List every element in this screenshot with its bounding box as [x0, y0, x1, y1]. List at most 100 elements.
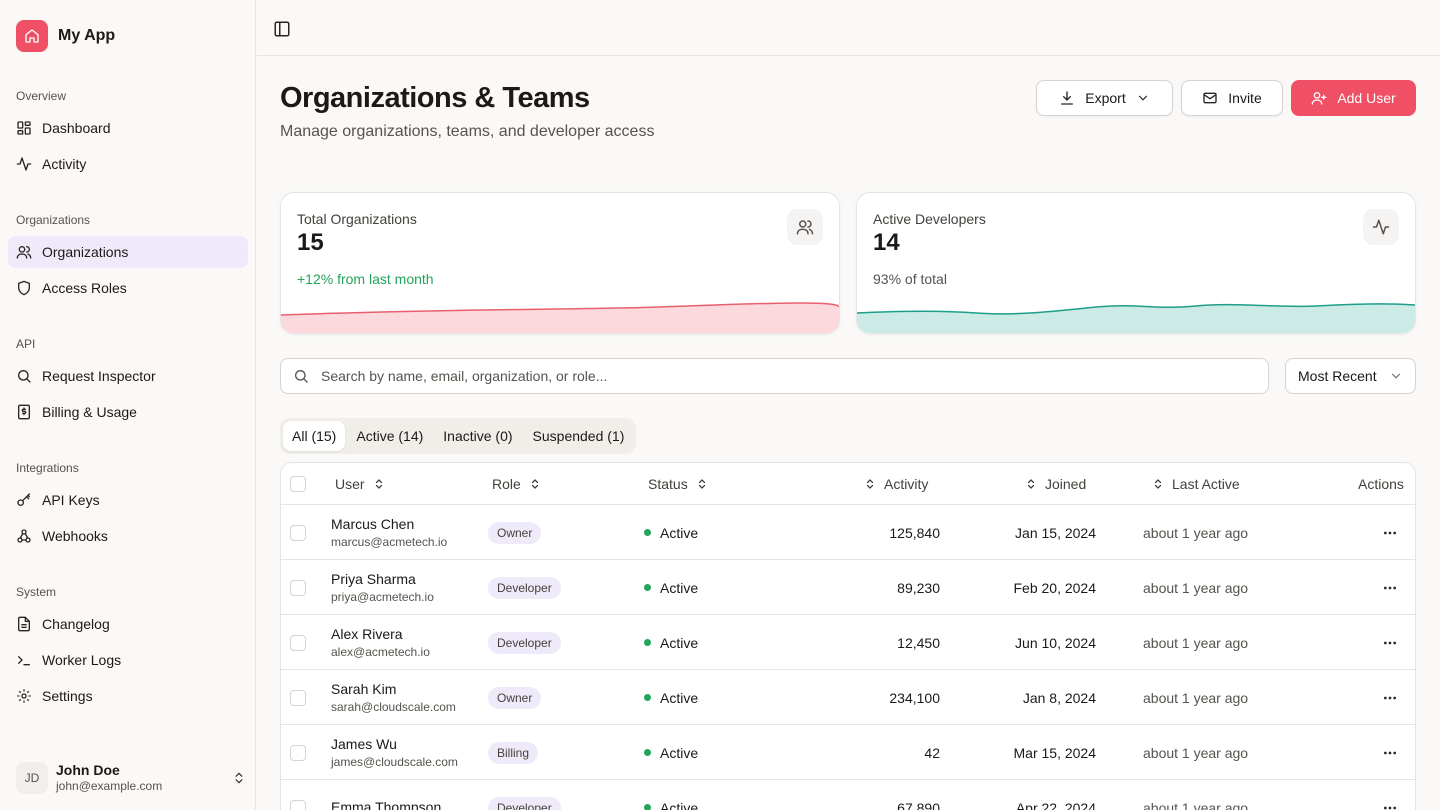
- sidebar-item-label: API Keys: [42, 492, 100, 508]
- select-all-checkbox[interactable]: [290, 476, 306, 492]
- search-icon: [293, 368, 309, 384]
- sort-icon: [529, 478, 541, 490]
- stat-label: Total Organizations: [297, 211, 417, 227]
- search-icon: [16, 368, 32, 384]
- sidebar-item-billing[interactable]: Billing & Usage: [8, 396, 248, 428]
- sidebar-item-label: Worker Logs: [42, 652, 122, 668]
- more-actions-button[interactable]: [1382, 560, 1398, 615]
- status-text: Active: [660, 689, 699, 706]
- row-checkbox[interactable]: [290, 744, 306, 761]
- sparkline-area: [281, 303, 839, 333]
- sidebar-item-label: Request Inspector: [42, 368, 156, 384]
- home-icon: [16, 20, 48, 52]
- sparkline: [857, 303, 1415, 333]
- avatar: JD: [16, 762, 48, 794]
- row-checkbox[interactable]: [290, 799, 306, 810]
- column-activity[interactable]: Activity: [864, 463, 928, 505]
- topbar: [257, 0, 1440, 56]
- users-icon: [787, 209, 823, 245]
- row-checkbox[interactable]: [290, 634, 306, 651]
- column-joined[interactable]: Joined: [1025, 463, 1086, 505]
- column-user[interactable]: User: [335, 463, 385, 505]
- sidebar-item-webhooks[interactable]: Webhooks: [8, 520, 248, 552]
- page-title: Organizations & Teams: [280, 82, 590, 114]
- joined-cell: Apr 22, 2024: [1015, 799, 1096, 810]
- more-actions-button[interactable]: [1382, 670, 1398, 725]
- role-badge: Developer: [488, 576, 561, 599]
- tab-inactive[interactable]: Inactive (0): [443, 428, 513, 444]
- role-badge: Developer: [488, 631, 561, 654]
- sort-icon: [1025, 478, 1037, 490]
- column-label: User: [335, 476, 365, 492]
- nav-section-system: System Changelog Worker Logs Settings: [8, 582, 248, 716]
- nav-heading: Organizations: [16, 213, 91, 227]
- table-row[interactable]: Alex Rivera alex@acmetech.io Developer Acti…: [281, 615, 1415, 670]
- search-input[interactable]: [321, 368, 1221, 384]
- sort-select[interactable]: Most Recent: [1285, 358, 1416, 394]
- sparkline-area: [857, 303, 1415, 333]
- invite-button[interactable]: Invite: [1181, 80, 1283, 116]
- more-actions-button[interactable]: [1382, 725, 1398, 780]
- row-checkbox[interactable]: [290, 579, 306, 596]
- nav-heading: Overview: [16, 89, 67, 103]
- sidebar-toggle-icon[interactable]: [273, 20, 291, 38]
- select-all-cell: [290, 463, 306, 505]
- add-user-label: Add User: [1337, 90, 1396, 106]
- column-last-active[interactable]: Last Active: [1152, 463, 1240, 505]
- status-dot: [644, 529, 651, 536]
- user-email: alex@acmetech.io: [331, 644, 430, 659]
- tab-active[interactable]: Active (14): [356, 428, 424, 444]
- table-row[interactable]: Emma Thompson Developer Active 67,890 Apr 22…: [281, 780, 1415, 810]
- table-row[interactable]: Marcus Chen marcus@acmetech.io Owner Active…: [281, 505, 1415, 560]
- role-cell: Developer: [488, 615, 561, 670]
- role-badge: Owner: [488, 521, 542, 544]
- status-cell: Active: [644, 615, 698, 670]
- joined-cell: Mar 15, 2024: [1013, 744, 1097, 761]
- sidebar-item-changelog[interactable]: Changelog: [8, 608, 248, 640]
- tab-all[interactable]: All (15): [283, 421, 346, 451]
- gear-icon: [16, 688, 32, 704]
- table-row[interactable]: James Wu james@cloudscale.com Billing Activ…: [281, 725, 1415, 780]
- user-name: John Doe: [56, 762, 120, 779]
- sidebar-item-access-roles[interactable]: Access Roles: [8, 272, 248, 304]
- sidebar-item-dashboard[interactable]: Dashboard: [8, 112, 248, 144]
- sidebar-item-label: Settings: [42, 688, 93, 704]
- sidebar-item-activity[interactable]: Activity: [8, 148, 248, 180]
- status-dot: [644, 804, 651, 810]
- sidebar-item-request-inspector[interactable]: Request Inspector: [8, 360, 248, 392]
- sort-icon: [864, 478, 876, 490]
- user-name: Sarah Kim: [331, 680, 397, 697]
- user-email: priya@acmetech.io: [331, 589, 434, 604]
- more-actions-button[interactable]: [1382, 615, 1398, 670]
- activity-icon: [16, 156, 32, 172]
- chevron-down-icon: [1389, 369, 1403, 383]
- tab-suspended[interactable]: Suspended (1): [532, 428, 625, 444]
- column-label: Status: [648, 476, 688, 492]
- last-active-cell: about 1 year ago: [1143, 799, 1249, 810]
- user-name: James Wu: [331, 735, 397, 752]
- column-role[interactable]: Role: [492, 463, 541, 505]
- nav-heading: API: [16, 337, 36, 351]
- column-status[interactable]: Status: [648, 463, 708, 505]
- sidebar-item-worker-logs[interactable]: Worker Logs: [8, 644, 248, 676]
- export-button[interactable]: Export: [1036, 80, 1173, 116]
- table-row[interactable]: Sarah Kim sarah@cloudscale.com Owner Active…: [281, 670, 1415, 725]
- brand[interactable]: My App: [16, 20, 115, 52]
- sidebar-item-settings[interactable]: Settings: [8, 680, 248, 712]
- row-checkbox[interactable]: [290, 524, 306, 541]
- user-email: marcus@acmetech.io: [331, 534, 448, 549]
- last-active-cell: about 1 year ago: [1143, 689, 1249, 706]
- more-horizontal-icon: [1382, 800, 1398, 810]
- table-row[interactable]: Priya Sharma priya@acmetech.io Developer Ac…: [281, 560, 1415, 615]
- sidebar-item-api-keys[interactable]: API Keys: [8, 484, 248, 516]
- role-badge: Billing: [488, 741, 539, 764]
- user-name: Emma Thompson: [331, 799, 442, 810]
- sidebar-item-organizations[interactable]: Organizations: [8, 236, 248, 268]
- more-actions-button[interactable]: [1382, 780, 1398, 810]
- activity-cell: 12,450: [897, 634, 940, 651]
- more-actions-button[interactable]: [1382, 505, 1398, 560]
- row-checkbox[interactable]: [290, 689, 306, 706]
- user-menu[interactable]: JD John Doe john@example.com: [16, 760, 246, 796]
- status-cell: Active: [644, 780, 698, 810]
- add-user-button[interactable]: Add User: [1291, 80, 1416, 116]
